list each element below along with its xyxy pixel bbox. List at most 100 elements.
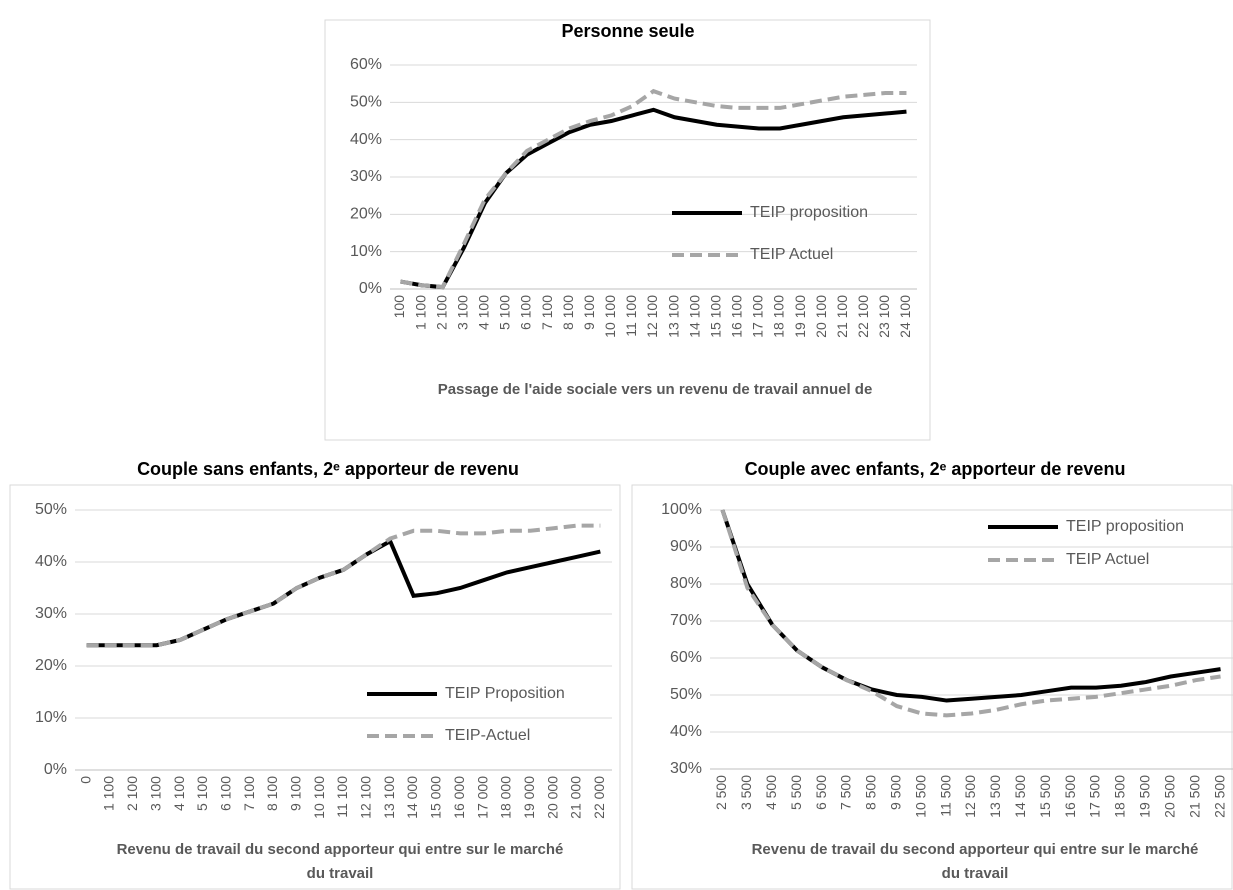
y-tick-label: 50% bbox=[670, 686, 702, 703]
x-tick-label: 9 500 bbox=[887, 775, 903, 810]
y-tick-label: 90% bbox=[670, 538, 702, 555]
x-tick-label: 21 500 bbox=[1186, 775, 1202, 818]
y-tick-label: 70% bbox=[670, 612, 702, 629]
y-tick-label: 30% bbox=[670, 760, 702, 777]
x-tick-label: 17 000 bbox=[474, 776, 490, 819]
x-tick-label: 21 000 bbox=[568, 776, 584, 819]
x-tick-label: 5 100 bbox=[194, 776, 210, 811]
legend-label: TEIP Actuel bbox=[750, 246, 833, 263]
x-tick-label: 19 000 bbox=[521, 776, 537, 819]
x-tick-label: 6 500 bbox=[813, 775, 829, 810]
x-tick-label: 15 000 bbox=[428, 776, 444, 819]
y-tick-label: 50% bbox=[35, 501, 67, 518]
line bbox=[400, 88, 907, 290]
x-tick-label: 12 100 bbox=[358, 776, 374, 819]
x-tick-label: 16 100 bbox=[729, 295, 745, 338]
legend-label: TEIP proposition bbox=[1066, 518, 1184, 535]
x-tick-label: 3 100 bbox=[454, 295, 470, 330]
x-tick-label: 20 100 bbox=[813, 295, 829, 338]
x-tick-label: 12 100 bbox=[644, 295, 660, 338]
chart-border bbox=[631, 484, 1233, 890]
x-tick-label: 13 100 bbox=[665, 295, 681, 338]
x-tick-label: 16 500 bbox=[1062, 775, 1078, 818]
x-tick-label: 9 100 bbox=[581, 295, 597, 330]
x-tick-label: 15 100 bbox=[707, 295, 723, 338]
x-tick-label: 22 100 bbox=[855, 295, 871, 338]
x-tick-label: 17 100 bbox=[750, 295, 766, 338]
y-tick-label: 40% bbox=[670, 723, 702, 740]
x-tick-label: 100 bbox=[391, 295, 407, 319]
line bbox=[720, 509, 1221, 703]
line bbox=[86, 523, 601, 648]
x-tick-label: 11 500 bbox=[937, 775, 953, 817]
x-tick-label: 10 100 bbox=[602, 295, 618, 338]
legend-label: TEIP proposition bbox=[750, 204, 868, 221]
x-tick-label: 19 100 bbox=[792, 295, 808, 338]
y-tick-label: 0% bbox=[359, 280, 382, 297]
x-tick-label: 22 500 bbox=[1211, 775, 1227, 818]
x-tick-label: 3 500 bbox=[738, 775, 754, 810]
x-tick-label: 7 500 bbox=[838, 775, 854, 810]
y-tick-label: 60% bbox=[350, 56, 382, 73]
x-tick-label: 13 500 bbox=[987, 775, 1003, 818]
x-tick-label: 19 500 bbox=[1137, 775, 1153, 818]
x-tick-label: 1 100 bbox=[412, 295, 428, 330]
x-tick-label: 18 100 bbox=[771, 295, 787, 338]
y-tick-label: 100% bbox=[661, 501, 702, 518]
x-tick-label: 6 100 bbox=[217, 776, 233, 811]
x-tick-label: 2 500 bbox=[713, 775, 729, 810]
x-tick-label: 14 000 bbox=[404, 776, 420, 819]
x-tick-label: 17 500 bbox=[1087, 775, 1103, 818]
x-tick-label: 4 500 bbox=[763, 775, 779, 810]
y-tick-label: 30% bbox=[35, 605, 67, 622]
x-tick-label: 15 500 bbox=[1037, 775, 1053, 818]
x-tick-label: 18 500 bbox=[1112, 775, 1128, 818]
x-tick-label: 21 100 bbox=[834, 295, 850, 338]
y-tick-label: 10% bbox=[35, 709, 67, 726]
line bbox=[720, 509, 1221, 718]
chart-title: Couple sans enfants, 2ᵉ apporteur de rev… bbox=[137, 459, 519, 479]
chart-border bbox=[324, 19, 931, 441]
x-tick-label: 22 000 bbox=[591, 776, 607, 819]
y-tick-label: 30% bbox=[350, 168, 382, 185]
x-tick-label: 20 500 bbox=[1161, 775, 1177, 818]
x-tick-label: 2 100 bbox=[124, 776, 140, 811]
x-tick-label: 10 100 bbox=[311, 776, 327, 819]
x-tick-label: 2 100 bbox=[433, 295, 449, 330]
x-axis-label: Revenu de travail du second apporteur qu… bbox=[116, 841, 564, 882]
chart-title: Personne seule bbox=[561, 21, 694, 41]
y-tick-label: 20% bbox=[350, 206, 382, 223]
legend-label: TEIP Actuel bbox=[1066, 551, 1149, 568]
x-tick-label: 13 100 bbox=[381, 776, 397, 819]
x-tick-label: 5 500 bbox=[788, 775, 804, 810]
x-tick-label: 9 100 bbox=[288, 776, 304, 811]
x-tick-label: 4 100 bbox=[171, 776, 187, 811]
x-tick-label: 6 100 bbox=[518, 295, 534, 330]
x-tick-label: 8 100 bbox=[560, 295, 576, 330]
x-tick-label: 16 000 bbox=[451, 776, 467, 819]
x-tick-label: 1 100 bbox=[101, 776, 117, 811]
x-axis-label: Revenu de travail du second apporteur qu… bbox=[751, 841, 1199, 882]
x-tick-label: 8 500 bbox=[863, 775, 879, 810]
x-tick-label: 4 100 bbox=[476, 295, 492, 330]
x-tick-label: 7 100 bbox=[539, 295, 555, 330]
x-tick-label: 11 100 bbox=[623, 295, 639, 337]
y-tick-label: 50% bbox=[350, 94, 382, 111]
x-tick-label: 18 000 bbox=[498, 776, 514, 819]
y-tick-label: 80% bbox=[670, 575, 702, 592]
x-tick-label: 3 100 bbox=[147, 776, 163, 811]
x-tick-label: 14 100 bbox=[686, 295, 702, 338]
chart-title: Couple avec enfants, 2ᵉ apporteur de rev… bbox=[745, 459, 1126, 479]
x-tick-label: 24 100 bbox=[897, 295, 913, 338]
y-tick-label: 40% bbox=[35, 553, 67, 570]
x-tick-label: 12 500 bbox=[962, 775, 978, 818]
chart-border bbox=[9, 484, 621, 890]
x-tick-label: 14 500 bbox=[1012, 775, 1028, 818]
x-tick-label: 10 500 bbox=[912, 775, 928, 818]
line bbox=[86, 538, 601, 648]
x-tick-label: 5 100 bbox=[497, 295, 513, 330]
legend-label: TEIP Proposition bbox=[445, 685, 565, 702]
y-tick-label: 0% bbox=[44, 761, 67, 778]
